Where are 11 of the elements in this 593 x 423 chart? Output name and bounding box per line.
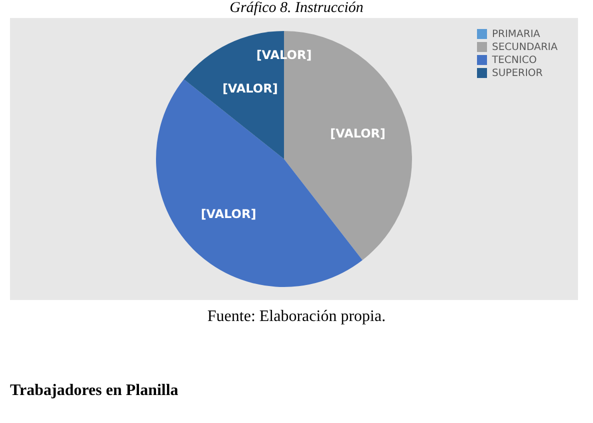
legend-label: TECNICO <box>491 55 537 66</box>
data-label: [VALOR] <box>330 126 386 141</box>
chart-title: Gráfico 8. Instrucción <box>228 0 364 18</box>
text: Trabajadores en Planilla <box>10 382 180 400</box>
text: [VALOR] <box>256 48 312 62</box>
legend-label: PRIMARIA <box>492 29 540 40</box>
data-label: [VALOR] <box>222 82 278 96</box>
legend-label: SECUNDARIA <box>492 42 558 53</box>
source-note: Fuente: Elaboración propia. <box>206 308 387 326</box>
legend-label: SUPERIOR <box>492 68 543 79</box>
data-label: [VALOR] <box>200 206 256 221</box>
